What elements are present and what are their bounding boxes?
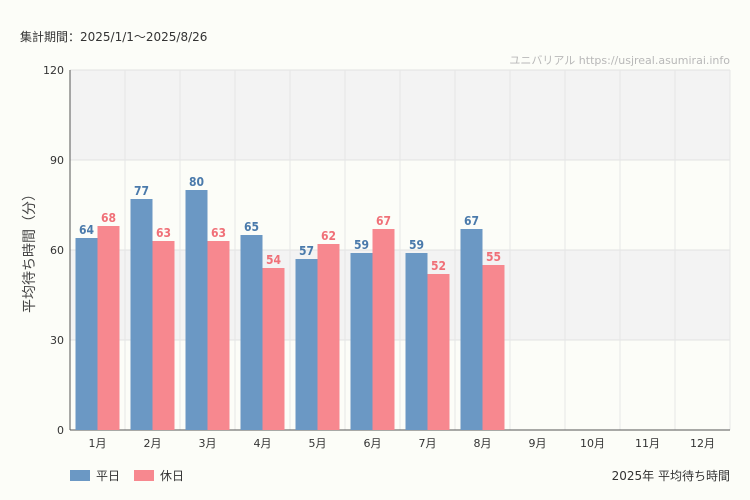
x-tick-label: 9月 — [529, 437, 547, 450]
data-label-holiday: 62 — [321, 229, 336, 243]
legend: 平日 休日 — [70, 467, 184, 484]
chart-caption: 2025年 平均待ち時間 — [611, 469, 730, 483]
y-tick-label: 90 — [50, 154, 64, 167]
x-tick-label: 3月 — [199, 437, 217, 450]
period-label: 集計期間：2025/1/1〜2025/8/26 — [20, 30, 208, 44]
x-tick-label: 2月 — [144, 437, 162, 450]
bar-holiday — [372, 229, 395, 430]
data-label-holiday: 54 — [266, 253, 282, 267]
data-label-weekday: 57 — [299, 244, 314, 258]
bar-weekday — [75, 238, 98, 430]
x-tick-label: 11月 — [635, 437, 660, 450]
bar-weekday — [405, 253, 428, 430]
data-label-holiday: 63 — [211, 226, 226, 240]
legend-label-weekday: 平日 — [96, 469, 121, 483]
watermark: ユニバリアル https://usjreal.asumirai.info — [509, 54, 730, 67]
data-label-weekday: 59 — [354, 238, 369, 252]
legend-label-holiday: 休日 — [160, 469, 185, 483]
data-label-holiday: 52 — [431, 259, 446, 273]
bar-holiday — [207, 241, 230, 430]
data-label-holiday: 68 — [101, 211, 116, 225]
bar-holiday — [262, 268, 285, 430]
bar-holiday — [152, 241, 175, 430]
x-tick-label: 1月 — [89, 437, 107, 450]
legend-swatch-holiday — [134, 470, 155, 481]
data-label-holiday: 55 — [486, 250, 501, 264]
bar-weekday — [350, 253, 373, 430]
data-label-weekday: 77 — [134, 184, 149, 198]
data-label-weekday: 59 — [409, 238, 424, 252]
data-label-weekday: 80 — [189, 175, 204, 189]
data-label-weekday: 67 — [464, 214, 479, 228]
x-tick-label: 5月 — [309, 437, 327, 450]
bar-holiday — [482, 265, 505, 430]
x-tick-label: 7月 — [419, 437, 437, 450]
legend-item-holiday[interactable]: 休日 — [134, 467, 184, 484]
data-label-weekday: 65 — [244, 220, 259, 234]
y-tick-label: 120 — [43, 64, 64, 77]
bar-weekday — [130, 199, 153, 430]
bar-weekday — [240, 235, 263, 430]
legend-item-weekday[interactable]: 平日 — [70, 467, 120, 484]
y-tick-label: 60 — [50, 244, 64, 257]
y-axis-title: 平均待ち時間（分） — [22, 187, 38, 313]
bar-holiday — [97, 226, 120, 430]
legend-swatch-weekday — [70, 470, 90, 481]
x-tick-label: 4月 — [254, 437, 272, 450]
data-label-weekday: 64 — [79, 223, 95, 237]
x-tick-label: 6月 — [364, 437, 382, 450]
x-tick-label: 12月 — [690, 437, 715, 450]
x-tick-label: 8月 — [474, 437, 492, 450]
bar-holiday — [427, 274, 450, 430]
data-label-holiday: 67 — [376, 214, 391, 228]
y-tick-label: 0 — [57, 424, 64, 437]
data-label-holiday: 63 — [156, 226, 171, 240]
bar-weekday — [185, 190, 208, 430]
bar-weekday — [460, 229, 483, 430]
bar-holiday — [317, 244, 340, 430]
x-tick-label: 10月 — [580, 437, 605, 450]
y-tick-label: 30 — [50, 334, 64, 347]
bar-weekday — [295, 259, 318, 430]
